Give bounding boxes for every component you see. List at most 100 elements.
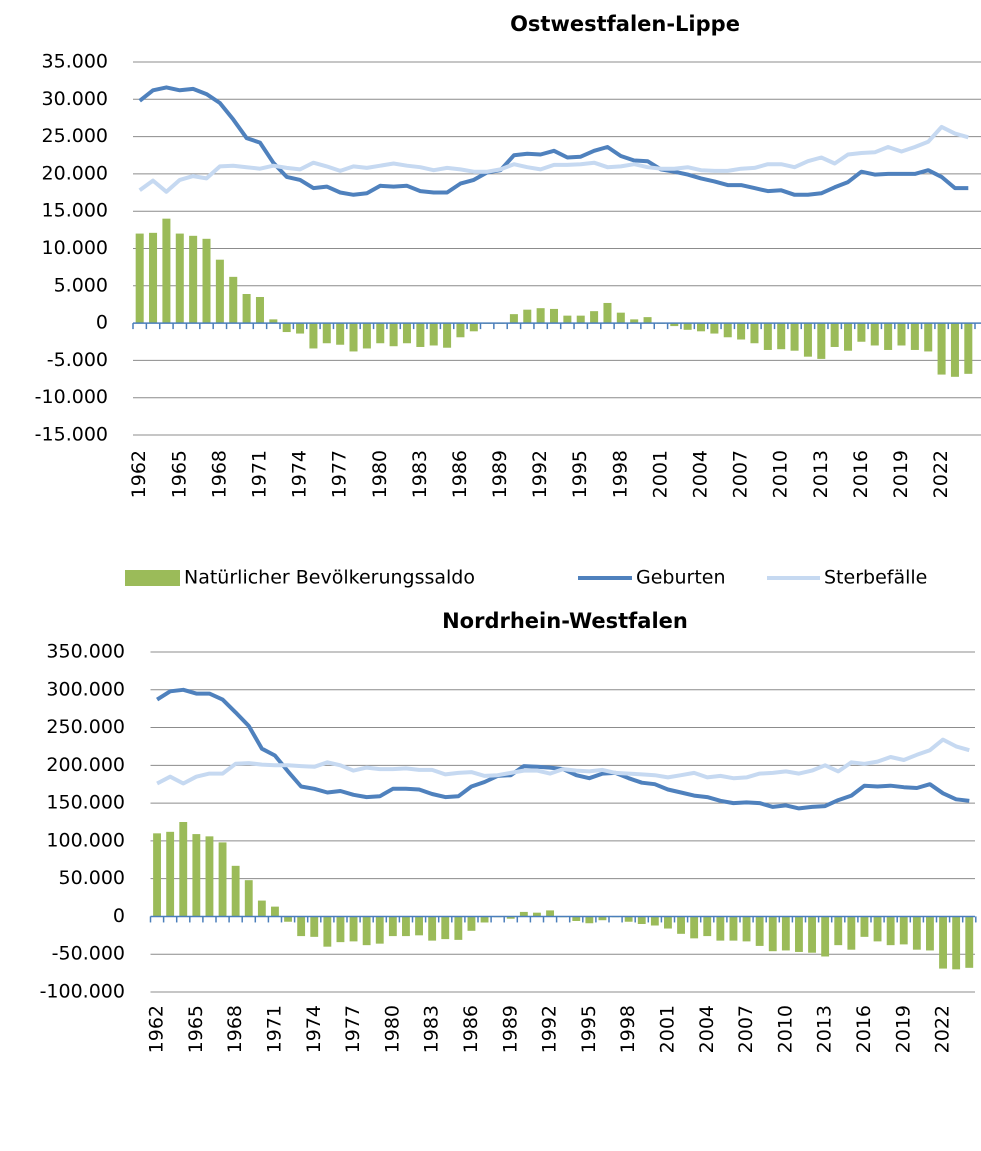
x-tick-label: 2010: [774, 1005, 796, 1053]
y-tick-label: 150.000: [46, 792, 125, 814]
x-tick-label: 1962: [128, 450, 150, 498]
bar: [456, 323, 465, 338]
bar: [310, 916, 319, 937]
bar: [135, 233, 144, 324]
bar: [523, 309, 532, 324]
bar: [166, 831, 175, 917]
y-tick-label: 100.000: [46, 829, 125, 851]
bar: [576, 315, 585, 324]
x-tick-label: 2007: [730, 450, 752, 498]
bar: [467, 916, 476, 931]
bar: [441, 916, 450, 940]
line-series: [156, 687, 970, 811]
y-tick-label: -100.000: [40, 981, 125, 1003]
bar: [349, 323, 358, 352]
bar: [926, 916, 934, 951]
bar: [590, 311, 599, 324]
x-tick-label: 1968: [208, 450, 230, 498]
bar: [870, 323, 879, 346]
y-tick-label: 300.000: [46, 678, 125, 700]
bar: [506, 916, 515, 919]
bar: [585, 916, 594, 924]
y-tick-label: 20.000: [42, 162, 108, 184]
bar: [808, 916, 816, 953]
bar: [937, 323, 946, 375]
x-tick-label: 2019: [890, 450, 912, 498]
bar: [192, 834, 201, 917]
bar: [723, 323, 732, 338]
y-tick-label: 5.000: [54, 274, 108, 296]
bar: [271, 906, 279, 917]
x-tick-label: 1977: [329, 450, 351, 498]
bar: [309, 323, 318, 349]
bar: [650, 916, 659, 926]
bar: [697, 323, 706, 332]
bar: [536, 308, 545, 324]
bar: [388, 916, 397, 937]
x-tick-label: 1980: [381, 1005, 403, 1053]
line-series: [138, 124, 969, 194]
x-tick-label: 1998: [617, 1005, 639, 1053]
y-tick-label: 200.000: [46, 754, 125, 776]
bar: [897, 323, 906, 346]
bar: [781, 916, 790, 951]
bar: [630, 319, 639, 324]
bar: [884, 323, 893, 350]
bar: [205, 836, 214, 917]
bar: [231, 865, 240, 917]
x-tick-label: 2001: [656, 1005, 678, 1053]
bar: [939, 916, 947, 969]
bar: [847, 916, 856, 950]
y-tick-label: 50.000: [59, 867, 125, 889]
bar: [834, 916, 843, 946]
y-tick-label: 35.000: [42, 51, 108, 73]
bar: [683, 323, 692, 330]
bar: [443, 323, 452, 348]
y-tick-label: 0: [96, 312, 108, 334]
bar: [255, 296, 264, 324]
bar: [803, 323, 812, 357]
bar: [950, 323, 959, 377]
x-tick-label: 2013: [814, 1005, 836, 1053]
bar: [189, 235, 198, 324]
bar: [284, 916, 292, 922]
x-tick-label: 1980: [369, 450, 391, 498]
bar: [886, 916, 895, 946]
bar: [763, 323, 772, 350]
bar: [269, 319, 278, 324]
bar: [729, 916, 738, 941]
bar: [910, 323, 919, 350]
bar: [710, 323, 719, 334]
bar: [924, 323, 933, 352]
x-tick-label: 2022: [932, 1005, 954, 1053]
bar: [965, 916, 974, 968]
bar: [742, 916, 751, 942]
x-tick-label: 2019: [892, 1005, 914, 1053]
x-tick-label: 1998: [609, 450, 631, 498]
bar: [323, 916, 332, 947]
bar: [817, 323, 826, 359]
bar: [175, 233, 184, 324]
bar: [229, 276, 238, 324]
x-tick-label: 1989: [489, 450, 511, 498]
bar: [322, 323, 331, 344]
bar: [215, 259, 224, 324]
bar: [429, 323, 438, 346]
bar: [296, 323, 305, 334]
bar: [860, 916, 869, 937]
bar: [737, 323, 746, 340]
x-tick-label: 1974: [289, 450, 311, 498]
y-tick-label: 350.000: [46, 641, 125, 663]
bar: [179, 822, 188, 917]
bar: [873, 916, 882, 942]
x-tick-label: 1986: [460, 1005, 482, 1053]
x-tick-label: 1965: [168, 450, 190, 498]
bar: [519, 911, 528, 917]
bar: [624, 916, 633, 922]
x-tick-label: 2004: [696, 1005, 718, 1053]
bar: [336, 916, 345, 943]
x-tick-label: 1986: [449, 450, 471, 498]
x-tick-label: 2007: [735, 1005, 757, 1053]
y-tick-label: 0: [113, 905, 125, 927]
y-tick-label: -5.000: [47, 349, 108, 371]
